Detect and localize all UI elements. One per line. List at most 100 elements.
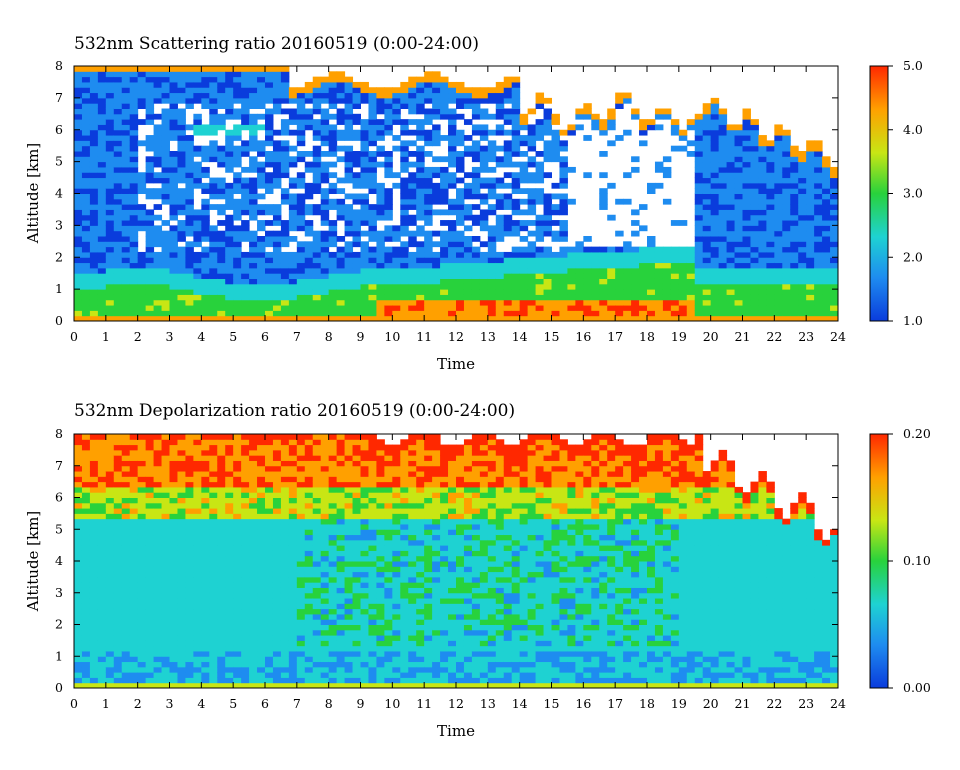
scattering-heatmap-cell <box>487 262 497 269</box>
scattering-heatmap-cell <box>265 294 274 301</box>
scattering-heatmap-cell <box>265 305 274 311</box>
scattering-heatmap-cell <box>344 177 354 184</box>
scattering-heatmap-cell <box>201 283 210 290</box>
scattering-heatmap-cell <box>74 172 83 179</box>
scattering-heatmap-cell <box>487 246 497 253</box>
depolarization-heatmap-cell <box>288 502 298 509</box>
scattering-heatmap-cell <box>153 140 163 147</box>
scattering-heatmap-cell <box>694 156 704 163</box>
scattering-heatmap-cell <box>400 177 409 184</box>
scattering-heatmap-cell <box>742 119 751 125</box>
scattering-heatmap-cell <box>169 76 178 83</box>
scattering-heatmap-cell <box>742 214 751 221</box>
scattering-heatmap-cell <box>790 299 799 306</box>
scattering-heatmap-cell <box>782 230 791 237</box>
scattering-heatmap-cell <box>702 220 712 226</box>
scattering-heatmap-cell <box>519 151 529 157</box>
scattering-heatmap-cell <box>241 299 250 306</box>
depolarization-heatmap-cell <box>105 598 115 604</box>
scattering-heatmap-cell <box>471 193 481 200</box>
scattering-heatmap-cell <box>185 182 194 189</box>
depolarization-heatmap-cell <box>249 571 258 578</box>
scattering-heatmap-cell <box>185 204 194 210</box>
depolarization-heatmap-cell <box>153 518 163 525</box>
depolarization-heatmap-cell <box>280 598 290 604</box>
scattering-heatmap-cell <box>249 294 258 301</box>
scattering-heatmap-cell <box>822 289 831 295</box>
scattering-heatmap-cell <box>352 289 361 295</box>
scattering-heatmap-cell <box>830 172 838 179</box>
scattering-heatmap-cell <box>511 257 521 264</box>
depolarization-heatmap-cell <box>121 587 131 594</box>
scattering-heatmap-cell <box>304 299 314 306</box>
depolarization-heatmap-cell <box>288 460 298 467</box>
scattering-heatmap-cell <box>479 129 489 136</box>
scattering-heatmap-cell <box>272 182 282 189</box>
scattering-heatmap-cell <box>639 251 648 258</box>
depolarization-heatmap-cell <box>89 534 99 541</box>
scattering-heatmap-cell <box>471 145 481 152</box>
scattering-heatmap-cell <box>129 161 139 168</box>
depolarization-heatmap-cell <box>201 465 210 472</box>
scattering-heatmap-cell <box>551 151 560 157</box>
scattering-heatmap-cell <box>81 177 91 184</box>
depolarization-heatmap-cell <box>304 508 314 514</box>
scattering-heatmap-cell <box>543 156 552 163</box>
depolarization-heatmap-cell <box>217 449 226 456</box>
scattering-heatmap-cell <box>81 140 91 147</box>
depolarization-heatmap-cell <box>225 455 234 461</box>
depolarization-heatmap-cell <box>225 656 234 663</box>
scattering-heatmap-cell <box>312 124 322 131</box>
scattering-heatmap-cell <box>265 97 274 104</box>
scattering-heatmap-cell <box>487 140 497 147</box>
depolarization-heatmap-cell <box>121 682 131 688</box>
depolarization-heatmap-cell <box>265 444 274 451</box>
scattering-heatmap-cell <box>591 289 600 295</box>
scattering-heatmap-cell <box>74 299 83 306</box>
scattering-heatmap-cell <box>376 108 385 115</box>
depolarization-heatmap-cell <box>209 576 218 583</box>
depolarization-heatmap-cell <box>225 576 234 583</box>
depolarization-heatmap-cell <box>193 598 202 604</box>
scattering-heatmap-cell <box>424 241 433 248</box>
depolarization-heatmap-cell <box>288 592 298 599</box>
depolarization-heatmap-cell <box>241 635 250 641</box>
scattering-heatmap-cell <box>145 81 155 88</box>
depolarization-heatmap-cell <box>265 613 274 620</box>
scattering-heatmap-cell <box>249 145 258 152</box>
depolarization-heatmap-cell <box>320 640 330 647</box>
depolarization-heatmap-cell <box>272 677 282 684</box>
scattering-heatmap-cell <box>97 283 107 290</box>
scattering-heatmap-cell <box>193 76 202 83</box>
scattering-heatmap-cell <box>750 251 759 258</box>
scattering-heatmap-cell <box>758 198 767 205</box>
depolarization-heatmap-cell <box>201 550 210 557</box>
depolarization-heatmap-cell <box>209 624 218 631</box>
scattering-heatmap-cell <box>89 124 99 131</box>
scattering-heatmap-cell <box>392 294 401 301</box>
scattering-heatmap-cell <box>97 225 107 232</box>
scattering-heatmap-cell <box>97 299 107 306</box>
depolarization-heatmap-cell <box>161 613 170 620</box>
scattering-heatmap-cell <box>113 204 123 210</box>
depolarization-heatmap-cell <box>161 513 170 520</box>
scattering-heatmap-cell <box>440 76 449 83</box>
depolarization-heatmap-cell <box>74 598 83 604</box>
scattering-heatmap-cell <box>376 241 385 248</box>
scattering-heatmap-cell <box>527 220 537 226</box>
depolarization-heatmap-cell <box>185 492 194 498</box>
scattering-heatmap-cell <box>750 193 759 200</box>
depolarization-heatmap-cell <box>209 508 218 514</box>
scattering-heatmap-cell <box>519 251 529 258</box>
scattering-heatmap-cell <box>678 257 688 264</box>
depolarization-heatmap-cell <box>153 624 163 631</box>
scattering-heatmap-cell <box>416 87 425 94</box>
scattering-heatmap-cell <box>113 81 123 88</box>
depolarization-heatmap-cell <box>280 571 290 578</box>
scattering-heatmap-cell <box>105 103 115 109</box>
scattering-heatmap-cell <box>241 113 250 120</box>
scattering-heatmap-cell <box>654 294 664 301</box>
scattering-heatmap-cell <box>233 172 242 179</box>
scattering-heatmap-cell <box>312 103 322 109</box>
scattering-heatmap-cell <box>416 262 425 269</box>
